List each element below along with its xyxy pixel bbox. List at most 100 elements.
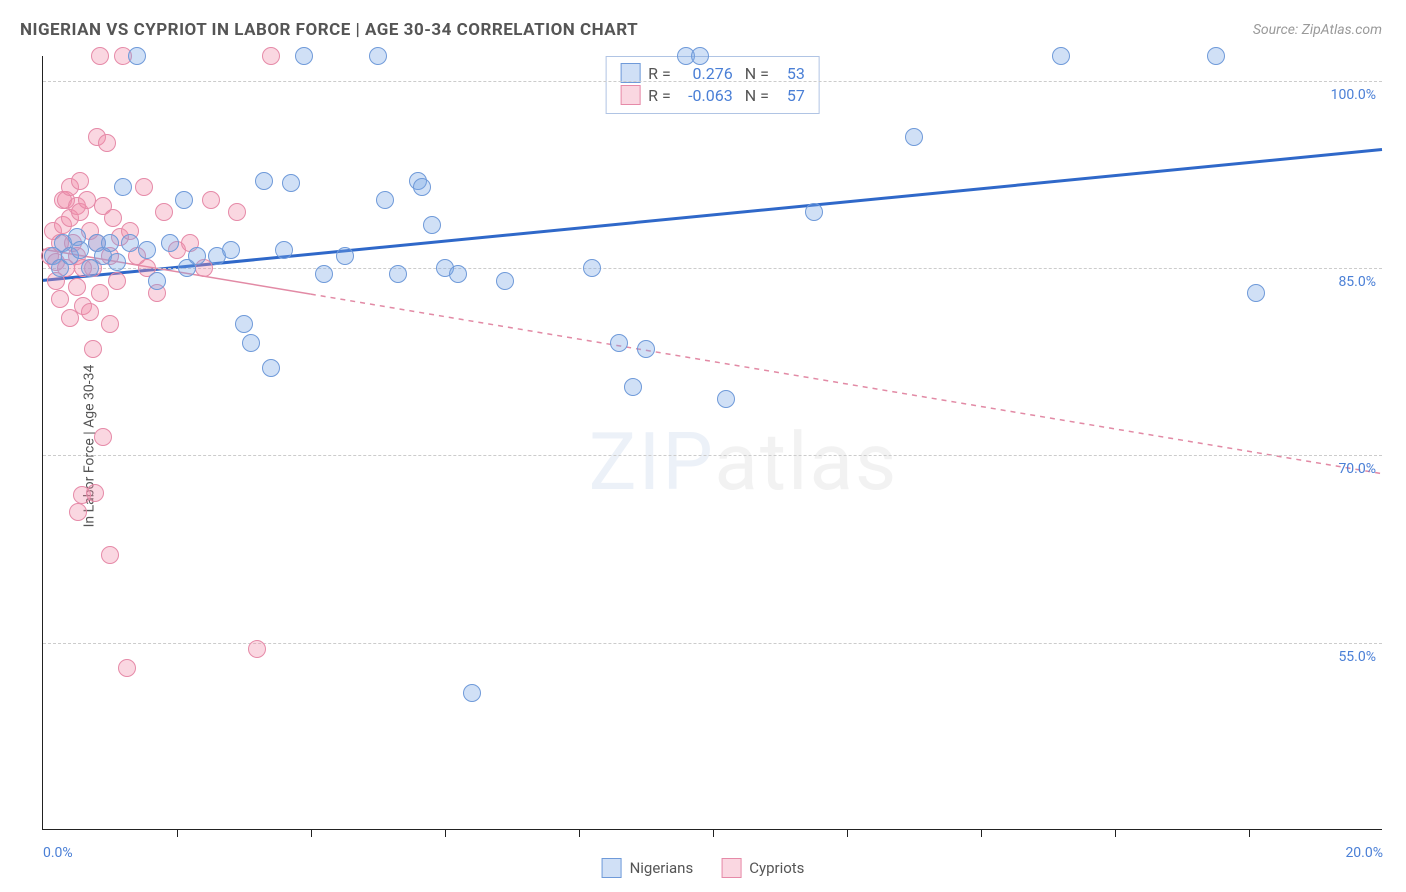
scatter-marker bbox=[449, 265, 467, 283]
scatter-marker bbox=[118, 659, 136, 677]
scatter-marker bbox=[463, 684, 481, 702]
scatter-marker bbox=[275, 241, 293, 259]
x-tick bbox=[579, 829, 580, 837]
scatter-marker bbox=[91, 47, 109, 65]
scatter-marker bbox=[1052, 47, 1070, 65]
scatter-marker bbox=[114, 178, 132, 196]
scatter-marker bbox=[69, 503, 87, 521]
x-tick bbox=[1249, 829, 1250, 837]
x-tick bbox=[1115, 829, 1116, 837]
scatter-marker bbox=[583, 259, 601, 277]
scatter-marker bbox=[104, 209, 122, 227]
scatter-marker bbox=[255, 172, 273, 190]
gridline-h bbox=[43, 268, 1382, 269]
scatter-marker bbox=[637, 340, 655, 358]
scatter-marker bbox=[135, 178, 153, 196]
x-tick bbox=[847, 829, 848, 837]
stats-n-label: N = bbox=[741, 86, 769, 105]
scatter-marker bbox=[108, 253, 126, 271]
gridline-h bbox=[43, 81, 1382, 82]
x-tick bbox=[445, 829, 446, 837]
scatter-marker bbox=[138, 241, 156, 259]
scatter-marker bbox=[1207, 47, 1225, 65]
scatter-marker bbox=[717, 390, 735, 408]
legend-item-cypriots: Cypriots bbox=[721, 858, 804, 878]
scatter-marker bbox=[691, 47, 709, 65]
stats-r-nigerians: 0.276 bbox=[679, 64, 733, 83]
scatter-marker bbox=[295, 47, 313, 65]
y-tick-label: 70.0% bbox=[1338, 461, 1376, 477]
scatter-marker bbox=[91, 284, 109, 302]
scatter-marker bbox=[188, 247, 206, 265]
scatter-marker bbox=[202, 191, 220, 209]
scatter-marker bbox=[423, 216, 441, 234]
watermark-text-b: atlas bbox=[714, 414, 898, 508]
source-attribution: Source: ZipAtlas.com bbox=[1253, 22, 1382, 38]
chart-title: NIGERIAN VS CYPRIOT IN LABOR FORCE | AGE… bbox=[20, 20, 638, 40]
scatter-marker bbox=[51, 290, 69, 308]
scatter-marker bbox=[1247, 284, 1265, 302]
scatter-marker bbox=[71, 241, 89, 259]
scatter-marker bbox=[94, 428, 112, 446]
scatter-marker bbox=[262, 359, 280, 377]
stats-r-cypriots: -0.063 bbox=[679, 86, 733, 105]
scatter-marker bbox=[86, 484, 104, 502]
scatter-marker bbox=[98, 134, 116, 152]
scatter-marker bbox=[369, 47, 387, 65]
legend-label-cypriots: Cypriots bbox=[749, 859, 804, 877]
stats-n-nigerians: 53 bbox=[777, 64, 805, 83]
scatter-marker bbox=[81, 303, 99, 321]
trend-line bbox=[311, 294, 1382, 474]
x-tick bbox=[981, 829, 982, 837]
scatter-marker bbox=[84, 340, 102, 358]
legend-item-nigerians: Nigerians bbox=[602, 858, 694, 878]
scatter-marker bbox=[905, 128, 923, 146]
watermark-text-a: ZIP bbox=[589, 414, 715, 508]
y-tick-label: 55.0% bbox=[1338, 649, 1376, 665]
stats-n-cypriots: 57 bbox=[777, 86, 805, 105]
x-tick bbox=[311, 829, 312, 837]
x-tick-label-min: 0.0% bbox=[43, 845, 73, 861]
scatter-marker bbox=[282, 174, 300, 192]
scatter-marker bbox=[389, 265, 407, 283]
scatter-marker bbox=[222, 241, 240, 259]
scatter-marker bbox=[101, 546, 119, 564]
x-tick-label-max: 20.0% bbox=[1345, 845, 1383, 861]
scatter-marker bbox=[71, 172, 89, 190]
scatter-marker bbox=[376, 191, 394, 209]
scatter-marker bbox=[262, 47, 280, 65]
y-tick-label: 100.0% bbox=[1331, 87, 1376, 103]
scatter-marker bbox=[610, 334, 628, 352]
legend-label-nigerians: Nigerians bbox=[630, 859, 694, 877]
x-tick bbox=[177, 829, 178, 837]
scatter-marker bbox=[175, 191, 193, 209]
scatter-marker bbox=[336, 247, 354, 265]
gridline-h bbox=[43, 455, 1382, 456]
watermark: ZIPatlas bbox=[589, 414, 899, 508]
scatter-marker bbox=[101, 234, 119, 252]
x-tick bbox=[713, 829, 714, 837]
stats-row-cypriots: R = -0.063 N = 57 bbox=[620, 85, 805, 105]
legend-swatch-cypriots bbox=[721, 858, 741, 878]
stats-n-label: N = bbox=[741, 64, 769, 83]
chart-container: NIGERIAN VS CYPRIOT IN LABOR FORCE | AGE… bbox=[0, 0, 1406, 892]
legend-swatch-nigerians bbox=[602, 858, 622, 878]
gridline-h bbox=[43, 643, 1382, 644]
scatter-marker bbox=[108, 272, 126, 290]
scatter-marker bbox=[242, 334, 260, 352]
scatter-marker bbox=[413, 178, 431, 196]
scatter-marker bbox=[121, 234, 139, 252]
legend-square-cypriots bbox=[620, 85, 640, 105]
scatter-marker bbox=[228, 203, 246, 221]
stats-box: R = 0.276 N = 53 R = -0.063 N = 57 bbox=[605, 56, 820, 114]
scatter-marker bbox=[148, 272, 166, 290]
scatter-marker bbox=[78, 191, 96, 209]
trend-lines-svg bbox=[43, 56, 1382, 829]
scatter-marker bbox=[235, 315, 253, 333]
stats-r-label: R = bbox=[648, 86, 671, 105]
bottom-legend: Nigerians Cypriots bbox=[602, 858, 805, 878]
scatter-marker bbox=[315, 265, 333, 283]
scatter-marker bbox=[101, 315, 119, 333]
scatter-marker bbox=[805, 203, 823, 221]
scatter-marker bbox=[496, 272, 514, 290]
